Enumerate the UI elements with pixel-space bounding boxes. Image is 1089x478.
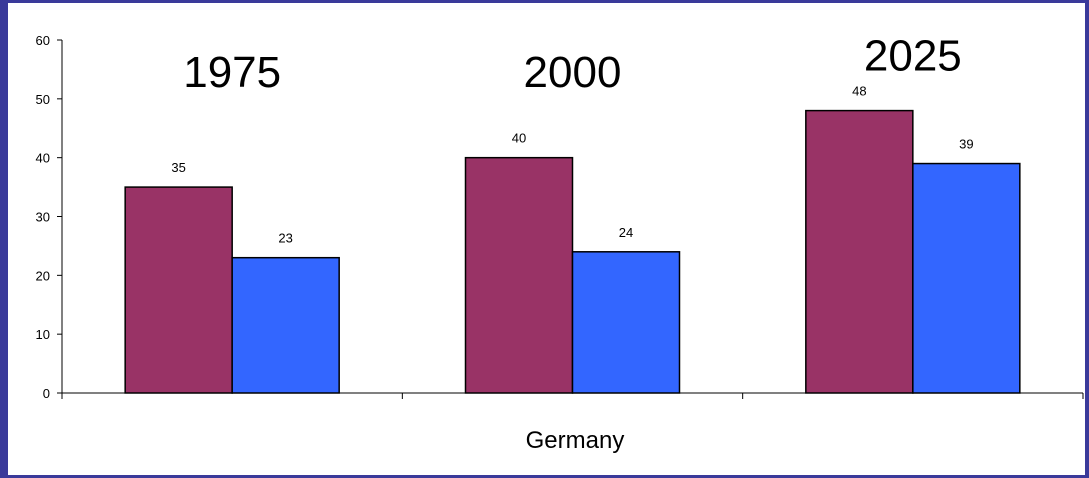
data-label: 35 (171, 160, 185, 175)
x-axis-label: Germany (526, 427, 625, 454)
data-label: 40 (512, 131, 526, 146)
data-label: 39 (959, 137, 973, 152)
y-tick-label: 0 (43, 386, 50, 401)
data-label: 23 (278, 231, 292, 246)
category-label: 1975 (183, 48, 281, 97)
bar (805, 109, 914, 394)
bar (912, 162, 1021, 394)
category-label: 2000 (524, 48, 622, 97)
category-label: 2025 (864, 32, 962, 81)
y-tick-label: 60 (36, 33, 50, 48)
y-tick-label: 10 (36, 327, 50, 342)
bar (231, 256, 340, 394)
data-label: 48 (852, 84, 866, 99)
bar (571, 251, 681, 394)
data-label: 24 (619, 225, 633, 240)
y-tick-label: 30 (36, 210, 50, 225)
labels: 1975 35 23 2000 40 24 2025 48 39 (171, 32, 973, 246)
y-tick-label: 40 (36, 151, 50, 166)
bars (124, 109, 1021, 394)
y-tick-label: 50 (36, 92, 50, 107)
bar (124, 186, 233, 394)
y-tick-label: 20 (36, 268, 50, 283)
bar (464, 156, 574, 394)
